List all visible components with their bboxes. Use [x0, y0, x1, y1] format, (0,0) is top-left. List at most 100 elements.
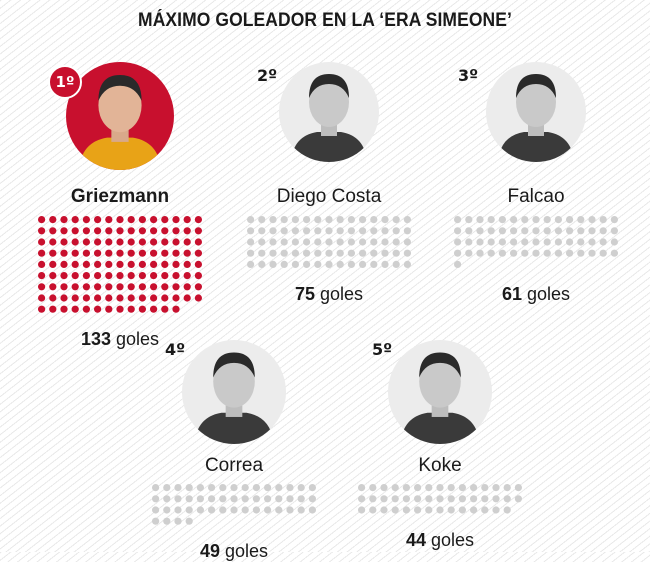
goal-dot [308, 495, 316, 503]
goal-dot [94, 272, 102, 280]
goal-dot [60, 249, 68, 257]
goal-dot [303, 249, 311, 257]
player-name: Diego Costa [276, 186, 382, 207]
goal-dot [196, 506, 204, 514]
goal-dot [314, 249, 322, 257]
goal-dot [258, 249, 266, 257]
goal-dot [314, 238, 322, 246]
goal-dot [241, 506, 249, 514]
goal-dot [161, 216, 169, 224]
goal-dot [297, 495, 305, 503]
goal-dot [49, 227, 57, 235]
goal-dot [196, 495, 204, 503]
goal-dot [381, 238, 389, 246]
goal-dot [194, 227, 202, 235]
goal-dot [481, 495, 489, 503]
goal-dot [38, 272, 46, 280]
goal-dot [60, 216, 68, 224]
goal-dots [358, 484, 522, 514]
goal-dot [252, 506, 260, 514]
goal-dot [391, 484, 399, 492]
goal-dot [38, 260, 46, 268]
goal-dot [230, 506, 238, 514]
goal-dot [241, 484, 249, 492]
player-face [419, 355, 461, 408]
goal-dot [163, 484, 171, 492]
goal-dot [577, 249, 585, 257]
goal-dot [71, 216, 79, 224]
goal-dot [138, 260, 146, 268]
goal-dot [94, 227, 102, 235]
goal-dot [49, 283, 57, 291]
goal-dot [280, 216, 288, 224]
goal-dot [127, 227, 135, 235]
goal-dot [291, 238, 299, 246]
goals-label: 44 goles [340, 530, 540, 551]
goal-dot [347, 249, 355, 257]
goal-dot [105, 283, 113, 291]
goal-dot [264, 506, 272, 514]
goal-dot [291, 227, 299, 235]
goal-dot [391, 506, 399, 514]
goal-dot [60, 283, 68, 291]
goal-dot [161, 249, 169, 257]
goal-dot [49, 305, 57, 313]
goal-dot [94, 238, 102, 246]
goal-dot [194, 283, 202, 291]
goal-dot [588, 249, 596, 257]
goal-dot [359, 238, 367, 246]
goal-dot [380, 495, 388, 503]
goal-dot [610, 249, 618, 257]
goal-dot [414, 506, 422, 514]
rank-badge: 2º [257, 66, 278, 85]
goal-dot [183, 216, 191, 224]
goal-dot [127, 294, 135, 302]
goal-dot [172, 260, 180, 268]
goal-dot [359, 260, 367, 268]
goal-dot [60, 294, 68, 302]
goal-dot [269, 260, 277, 268]
goal-dot [264, 495, 272, 503]
player-photo [279, 62, 379, 162]
player-hair [516, 74, 556, 98]
goal-dot [588, 238, 596, 246]
goal-dot [392, 249, 400, 257]
goal-dot [127, 283, 135, 291]
goal-dot [481, 484, 489, 492]
goal-dot [105, 305, 113, 313]
goal-dot [476, 216, 484, 224]
goal-dot [336, 260, 344, 268]
goal-dot [492, 495, 500, 503]
goal-dot [183, 272, 191, 280]
goal-dot [303, 216, 311, 224]
player-face [98, 78, 142, 133]
goal-dot [269, 227, 277, 235]
player-shirt [400, 412, 480, 444]
goal-dot [82, 260, 90, 268]
goal-dot [219, 495, 227, 503]
goal-dot [127, 272, 135, 280]
goal-dot [514, 484, 522, 492]
goal-dot [208, 506, 216, 514]
goals-value: 133 [80, 328, 111, 349]
goal-dot [392, 238, 400, 246]
goal-dot [172, 294, 180, 302]
goal-dot [105, 294, 113, 302]
goal-dot [514, 495, 522, 503]
goal-dot [138, 305, 146, 313]
goal-dot [403, 216, 411, 224]
goal-dot [275, 484, 283, 492]
goal-dot [116, 249, 124, 257]
goal-dot [370, 227, 378, 235]
goal-dot [163, 517, 171, 525]
goal-dot [425, 506, 433, 514]
player-hair [213, 352, 255, 378]
goal-dot [71, 238, 79, 246]
player-shirt [78, 137, 162, 170]
goal-dot [183, 294, 191, 302]
goal-dot [105, 227, 113, 235]
goal-dot [498, 216, 506, 224]
goals-value: 61 [501, 284, 522, 304]
goal-dot [38, 227, 46, 235]
goal-dot [610, 238, 618, 246]
